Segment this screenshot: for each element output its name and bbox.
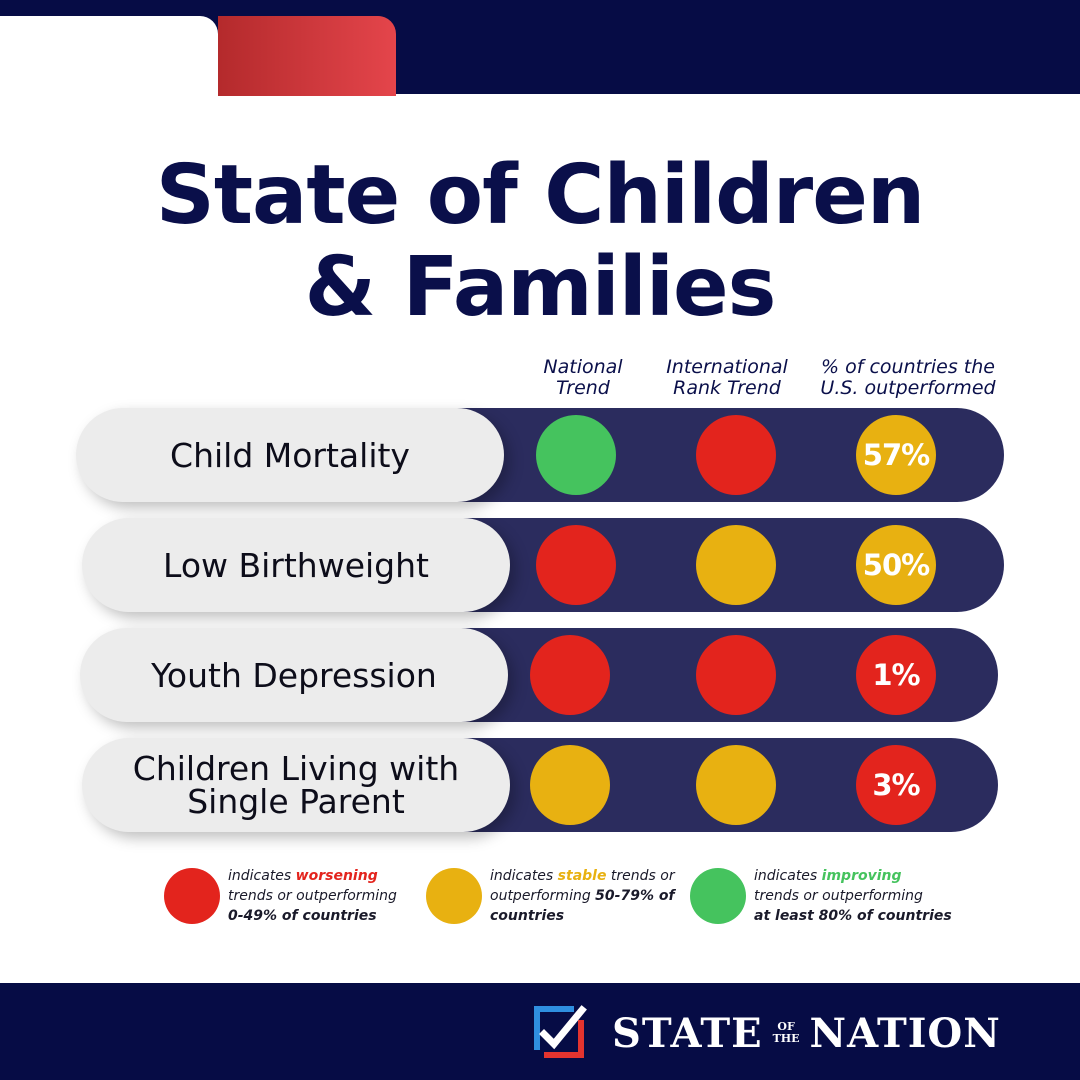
brand-of-the: OF THE — [773, 1021, 800, 1045]
legend-middle: trends or outperforming — [490, 868, 675, 904]
percent-outperformed-dot: 3% — [856, 745, 936, 825]
column-header-international-rank-trend: International Rank Trend — [648, 357, 806, 399]
international-rank-trend-dot — [696, 415, 776, 495]
top-tab-white — [0, 16, 218, 96]
legend-middle: trends or outperforming — [754, 888, 923, 904]
national-trend-dot — [536, 415, 616, 495]
legend-keyword: improving — [821, 868, 902, 884]
top-tab-accent — [218, 16, 396, 96]
title-line-2: & Families — [304, 240, 777, 335]
brand-the: THE — [772, 1032, 800, 1045]
row-label: Low Birthweight — [82, 518, 510, 612]
national-trend-dot — [530, 745, 610, 825]
legend-prefix: indicates — [228, 868, 296, 884]
legend-range: countries — [490, 908, 565, 924]
percent-outperformed-dot: 50% — [856, 525, 936, 605]
indicator-row-single-parent: Children Living with Single Parent 3% — [0, 738, 1080, 832]
legend-yellow-dot — [426, 868, 482, 924]
checkmark-box-icon — [534, 1005, 587, 1058]
column-header-line: Rank Trend — [673, 377, 781, 399]
indicator-row-youth-depression: Youth Depression 1% — [0, 628, 1080, 722]
row-label: Children Living with Single Parent — [82, 738, 510, 832]
brand-word-nation: NATION — [809, 1009, 1001, 1057]
column-header-line: U.S. outperformed — [820, 377, 996, 399]
brand-of: OF — [777, 1020, 795, 1033]
brand-wordmark: STATE OF THE NATION — [612, 1008, 1001, 1058]
indicator-row-child-mortality: Child Mortality 57% — [0, 408, 1080, 502]
brand-word-state: STATE — [612, 1009, 763, 1057]
legend-range: at least 80% of countries — [754, 908, 952, 924]
title-line-1: State of Children — [155, 148, 925, 243]
column-header-line: National — [543, 356, 623, 378]
column-header-line: International — [666, 356, 788, 378]
legend-improving: indicates improving trends or outperform… — [754, 866, 964, 926]
legend-green-dot — [690, 868, 746, 924]
legend-keyword: stable — [557, 868, 607, 884]
legend-range: 50-79% of — [595, 888, 675, 904]
legend-middle: trends or outperforming — [228, 888, 397, 904]
indicator-row-low-birthweight: Low Birthweight 50% — [0, 518, 1080, 612]
legend-worsening: indicates worsening trends or outperform… — [228, 866, 428, 926]
column-header-national-trend: National Trend — [518, 357, 648, 399]
percent-outperformed-dot: 1% — [856, 635, 936, 715]
row-label: Child Mortality — [76, 408, 504, 502]
legend-prefix: indicates — [490, 868, 558, 884]
international-rank-trend-dot — [696, 525, 776, 605]
international-rank-trend-dot — [696, 635, 776, 715]
legend-keyword: worsening — [295, 868, 378, 884]
legend-red-dot — [164, 868, 220, 924]
national-trend-dot — [536, 525, 616, 605]
international-rank-trend-dot — [696, 745, 776, 825]
column-header-line: Trend — [556, 377, 610, 399]
column-header-line: % of countries the — [821, 356, 995, 378]
legend-stable: indicates stable trends or outperforming… — [490, 866, 700, 926]
column-header-percent-outperformed: % of countries the U.S. outperformed — [802, 357, 1014, 399]
row-label: Youth Depression — [80, 628, 508, 722]
page-title: State of Children & Families — [0, 150, 1080, 334]
national-trend-dot — [530, 635, 610, 715]
percent-outperformed-dot: 57% — [856, 415, 936, 495]
legend-range: 0-49% of countries — [228, 908, 377, 924]
legend-prefix: indicates — [754, 868, 822, 884]
